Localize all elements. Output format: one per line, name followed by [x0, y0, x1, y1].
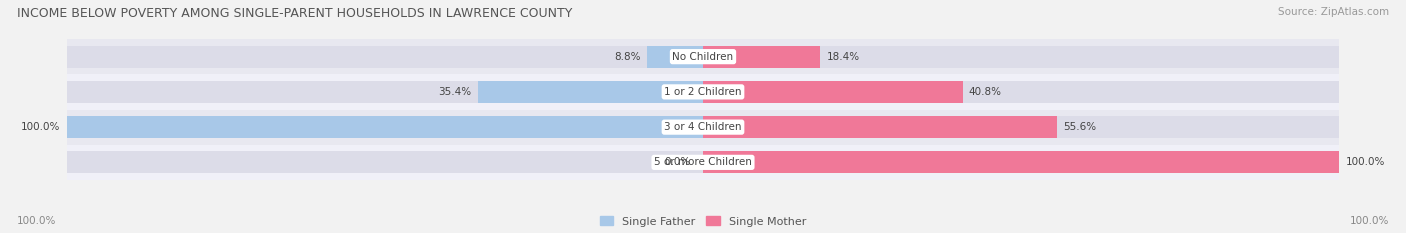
Text: 100.0%: 100.0%: [21, 122, 60, 132]
Bar: [67, 74, 1339, 110]
Bar: [67, 151, 703, 173]
Bar: [703, 81, 963, 103]
Bar: [703, 151, 1339, 173]
Bar: [67, 145, 1339, 180]
Text: 55.6%: 55.6%: [1063, 122, 1097, 132]
Bar: [703, 116, 1057, 138]
Bar: [67, 39, 1339, 74]
Text: 8.8%: 8.8%: [614, 52, 641, 62]
Text: 0.0%: 0.0%: [664, 157, 690, 167]
Text: 3 or 4 Children: 3 or 4 Children: [664, 122, 742, 132]
Bar: [67, 110, 1339, 145]
Bar: [67, 46, 703, 68]
Text: 35.4%: 35.4%: [439, 87, 471, 97]
Text: 5 or more Children: 5 or more Children: [654, 157, 752, 167]
Text: INCOME BELOW POVERTY AMONG SINGLE-PARENT HOUSEHOLDS IN LAWRENCE COUNTY: INCOME BELOW POVERTY AMONG SINGLE-PARENT…: [17, 7, 572, 20]
Text: 1 or 2 Children: 1 or 2 Children: [664, 87, 742, 97]
Text: 100.0%: 100.0%: [17, 216, 56, 226]
Bar: [67, 81, 703, 103]
Bar: [67, 116, 703, 138]
Bar: [703, 46, 820, 68]
Bar: [478, 81, 703, 103]
Bar: [703, 46, 1339, 68]
Bar: [67, 116, 703, 138]
Bar: [703, 81, 1339, 103]
Bar: [647, 46, 703, 68]
Text: 18.4%: 18.4%: [827, 52, 859, 62]
Text: 100.0%: 100.0%: [1350, 216, 1389, 226]
Text: Source: ZipAtlas.com: Source: ZipAtlas.com: [1278, 7, 1389, 17]
Legend: Single Father, Single Mother: Single Father, Single Mother: [596, 212, 810, 231]
Text: 40.8%: 40.8%: [969, 87, 1002, 97]
Bar: [703, 151, 1339, 173]
Text: No Children: No Children: [672, 52, 734, 62]
Bar: [703, 116, 1339, 138]
Text: 100.0%: 100.0%: [1346, 157, 1385, 167]
